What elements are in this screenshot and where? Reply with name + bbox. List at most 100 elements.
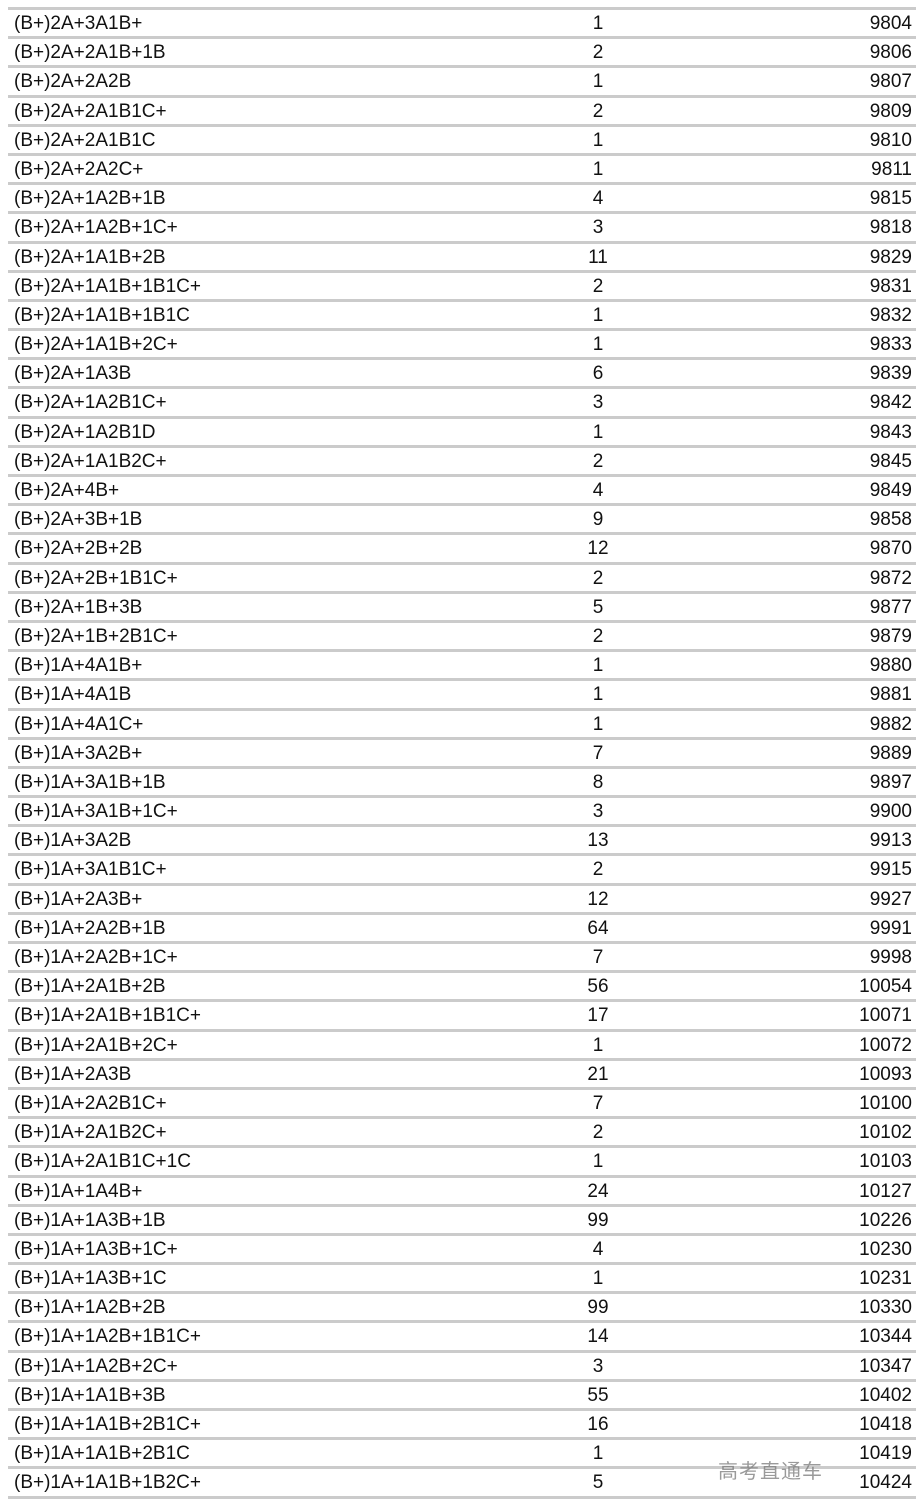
combination-cell: (B+)2A+2A1B+1B: [14, 42, 166, 64]
table-row: (B+)2A+1A1B+1B1C+ 2 9831: [8, 273, 916, 302]
count-cell: 55: [587, 1384, 609, 1406]
cumulative-cell: 10054: [859, 976, 912, 998]
count-cell: 14: [587, 1326, 609, 1348]
count-cell: 2: [592, 450, 604, 472]
count-cell: 7: [592, 742, 604, 764]
cumulative-cell: 9998: [869, 947, 912, 968]
combination-cell: (B+)1A+3A2B+: [14, 742, 143, 764]
table-row: (B+)2A+3A1B+ 1 9804: [8, 10, 916, 40]
combination-cell: (B+)2A+1B+3B: [14, 596, 143, 618]
count-cell: 1: [592, 334, 604, 356]
table-row: (B+)2A+2A2C+ 1 9811: [8, 156, 916, 186]
count-cell: 3: [592, 217, 604, 239]
combination-cell: (B+)1A+3A1B+1C+: [14, 801, 178, 823]
combination-cell: (B+)2A+2A2C+: [14, 158, 144, 180]
count-cell: 1: [592, 158, 604, 180]
cumulative-cell: 9804: [869, 13, 912, 34]
cumulative-cell: 9839: [869, 363, 912, 385]
cumulative-cell: 9811: [871, 158, 912, 180]
combination-cell: (B+)1A+2A1B2C+: [14, 1122, 167, 1144]
combination-cell: (B+)1A+2A1B+2B: [14, 976, 166, 998]
table-row: (B+)1A+2A2B+1B 64 9991: [8, 915, 916, 944]
table-row: (B+)1A+3A1B1C+ 2 9915: [8, 856, 916, 886]
count-cell: 1: [592, 421, 604, 443]
cumulative-cell: 9807: [869, 71, 912, 93]
count-cell: 56: [587, 976, 609, 998]
cumulative-cell: 10102: [859, 1122, 912, 1144]
count-cell: 3: [592, 392, 604, 414]
count-cell: 21: [587, 1063, 609, 1085]
table-row: (B+)1A+2A1B+2C+ 1 10072: [8, 1032, 916, 1061]
count-cell: 2: [592, 100, 604, 122]
table-row: (B+)2A+1A2B1D 1 9843: [8, 419, 916, 448]
cumulative-cell: 9818: [869, 217, 912, 239]
cumulative-cell: 10402: [859, 1384, 912, 1406]
count-cell: 3: [592, 801, 604, 823]
cumulative-cell: 10093: [859, 1063, 912, 1085]
cumulative-cell: 10127: [859, 1180, 912, 1202]
table-row: (B+)1A+1A2B+2B 99 10330: [8, 1294, 916, 1324]
cumulative-cell: 10071: [859, 1005, 912, 1027]
table-row: (B+)2A+1A1B+1B1C 1 9832: [8, 302, 916, 332]
cumulative-cell: 9991: [869, 917, 912, 939]
table-row: (B+)2A+1A2B1C+ 3 9842: [8, 389, 916, 419]
combination-cell: (B+)2A+2B+2B: [14, 538, 143, 560]
combination-cell: (B+)1A+3A2B: [14, 830, 132, 852]
cumulative-cell: 9806: [869, 42, 912, 64]
count-cell: 12: [587, 888, 609, 910]
table-row: (B+)1A+1A1B+2B1C 1 10419: [8, 1440, 916, 1470]
combination-cell: (B+)2A+1A2B+1B: [14, 188, 166, 210]
table-row: (B+)2A+4B+ 4 9849: [8, 477, 916, 507]
cumulative-cell: 9833: [869, 334, 912, 356]
table-row: (B+)1A+4A1C+ 1 9882: [8, 711, 916, 740]
count-cell: 12: [587, 538, 609, 560]
combination-cell: (B+)1A+1A3B+1B: [14, 1209, 166, 1231]
table-row: (B+)1A+1A3B+1C+ 4 10230: [8, 1236, 916, 1266]
table-row: (B+)1A+2A3B 21 10093: [8, 1061, 916, 1090]
cumulative-cell: 9882: [869, 713, 912, 735]
combination-cell: (B+)1A+1A2B+2C+: [14, 1355, 178, 1377]
cumulative-cell: 9889: [869, 742, 912, 764]
cumulative-cell: 10226: [859, 1209, 912, 1231]
combination-cell: (B+)1A+2A2B1C+: [14, 1092, 167, 1114]
combination-cell: (B+)1A+3A1B+1B: [14, 771, 166, 793]
cumulative-cell: 9829: [869, 246, 912, 268]
cumulative-cell: 9849: [869, 480, 912, 501]
count-cell: 9: [592, 509, 604, 531]
table-row: (B+)1A+1A1B+2B1C+ 16 10418: [8, 1411, 916, 1441]
cumulative-cell: 9858: [869, 509, 912, 531]
cumulative-cell: 10103: [859, 1151, 912, 1173]
combination-cell: (B+)2A+1A1B+1B1C+: [14, 275, 201, 297]
table-row: (B+)2A+1B+3B 5 9877: [8, 594, 916, 623]
combination-cell: (B+)1A+1A1B+2B1C+: [14, 1414, 201, 1435]
count-cell: 8: [592, 771, 604, 793]
table-row: (B+)2A+2B+2B 12 9870: [8, 535, 916, 565]
cumulative-cell: 10330: [859, 1297, 912, 1319]
table-row: (B+)1A+1A2B+1B1C+ 14 10344: [8, 1323, 916, 1353]
count-cell: 99: [587, 1297, 609, 1319]
count-cell: 2: [592, 1122, 604, 1144]
combination-cell: (B+)1A+1A3B+1C+: [14, 1238, 178, 1260]
combination-cell: (B+)1A+1A1B+3B: [14, 1384, 166, 1406]
table-row: (B+)1A+4A1B+ 1 9880: [8, 652, 916, 682]
table-row: (B+)1A+2A1B+1B1C+ 17 10071: [8, 1002, 916, 1032]
cumulative-cell: 9897: [869, 771, 912, 793]
combination-cell: (B+)1A+4A1B+: [14, 655, 143, 677]
table-row: (B+)1A+2A1B1C+1C 1 10103: [8, 1148, 916, 1178]
count-cell: 99: [587, 1209, 609, 1231]
cumulative-cell: 9915: [869, 859, 912, 881]
count-cell: 3: [592, 1355, 604, 1377]
combination-cell: (B+)2A+1A2B+1C+: [14, 217, 178, 239]
combination-cell: (B+)1A+1A1B+2B1C: [14, 1443, 190, 1465]
combination-cell: (B+)1A+2A1B+2C+: [14, 1034, 178, 1056]
table-row: (B+)1A+1A4B+ 24 10127: [8, 1178, 916, 1207]
combination-cell: (B+)1A+1A1B+1B2C+: [14, 1472, 201, 1494]
table-row: (B+)1A+4A1B 1 9881: [8, 681, 916, 711]
table-row: (B+)2A+1A1B2C+ 2 9845: [8, 448, 916, 477]
count-cell: 2: [592, 42, 604, 64]
combination-cell: (B+)2A+2B+1B1C+: [14, 567, 178, 589]
count-cell: 2: [592, 625, 604, 647]
score-table: (B+)2A+3A1B+ 1 9804 (B+)2A+2A1B+1B 2 9806 (B+)…: [8, 7, 916, 1499]
combination-cell: (B+)1A+1A2B+1B1C+: [14, 1326, 201, 1348]
cumulative-cell: 10424: [859, 1472, 912, 1494]
